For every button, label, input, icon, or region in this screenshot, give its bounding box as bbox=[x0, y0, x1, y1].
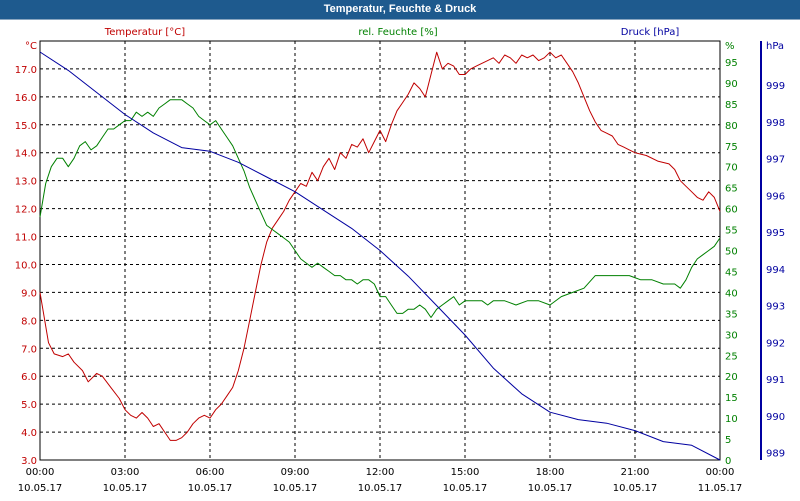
temperature-tick-label: 12.0 bbox=[15, 205, 37, 216]
temperature-tick-label: 7.0 bbox=[21, 344, 37, 355]
temperature-series-line bbox=[39, 51, 721, 441]
humidity-tick-label: 5 bbox=[725, 435, 731, 446]
humidity-tick-label: 75 bbox=[725, 142, 738, 153]
temperature-tick-label: 14.0 bbox=[15, 149, 37, 160]
x-tick-time: 18:00 bbox=[536, 467, 565, 478]
humidity-tick-label: 50 bbox=[725, 247, 738, 258]
x-tick-date: 11.05.17 bbox=[698, 483, 743, 494]
humidity-tick-label: 70 bbox=[725, 163, 738, 174]
temperature-tick-label: 10.0 bbox=[15, 260, 37, 271]
x-tick-time: 12:00 bbox=[366, 467, 395, 478]
temperature-tick-label: 17.0 bbox=[15, 65, 37, 76]
chart-svg: 00:00 10.05.17 03:00 10.05.17 06:00 10.05.17 0… bbox=[15, 27, 785, 494]
x-tick-date: 10.05.17 bbox=[358, 483, 403, 494]
pressure-tick-label: 996 bbox=[766, 191, 785, 202]
tick-labels: 00:00 10.05.17 03:00 10.05.17 06:00 10.05.17 0… bbox=[15, 58, 785, 494]
humidity-tick-label: 85 bbox=[725, 100, 738, 111]
humidity-tick-label: 35 bbox=[725, 309, 738, 320]
humidity-unit-label: % bbox=[725, 41, 735, 52]
pressure-tick-label: 992 bbox=[766, 338, 785, 349]
humidity-tick-label: 80 bbox=[725, 121, 738, 132]
axis-labels: Temperatur [°C] rel. Feuchte [%] Druck [hP… bbox=[25, 27, 784, 52]
pressure-tick-label: 999 bbox=[766, 81, 785, 92]
plot-frame bbox=[39, 40, 721, 461]
temperature-tick-label: 16.0 bbox=[15, 93, 37, 104]
pressure-tick-label: 989 bbox=[766, 449, 785, 460]
temperature-tick-label: 8.0 bbox=[21, 316, 37, 327]
x-tick-date: 10.05.17 bbox=[188, 483, 233, 494]
grid bbox=[40, 41, 762, 460]
x-tick-date: 10.05.17 bbox=[273, 483, 318, 494]
humidity-tick-label: 20 bbox=[725, 372, 738, 383]
x-tick-time: 06:00 bbox=[196, 467, 225, 478]
series-lines bbox=[39, 51, 721, 461]
temperature-unit-label: °C bbox=[25, 41, 37, 52]
temperature-tick-label: 13.0 bbox=[15, 177, 37, 188]
humidity-tick-label: 30 bbox=[725, 330, 738, 341]
humidity-tick-label: 15 bbox=[725, 393, 738, 404]
humidity-tick-label: 10 bbox=[725, 414, 738, 425]
chart-area: 00:00 10.05.17 03:00 10.05.17 06:00 10.05.17 0… bbox=[0, 19, 800, 500]
humidity-tick-label: 0 bbox=[725, 456, 731, 467]
chart-title: Temperatur, Feuchte & Druck bbox=[0, 0, 800, 19]
humidity-tick-label: 55 bbox=[725, 226, 738, 237]
humidity-tick-label: 60 bbox=[725, 205, 738, 216]
humidity-tick-label: 45 bbox=[725, 267, 738, 278]
temperature-tick-label: 5.0 bbox=[21, 400, 37, 411]
temperature-tick-label: 6.0 bbox=[21, 372, 37, 383]
temperature-tick-label: 3.0 bbox=[21, 456, 37, 467]
pressure-tick-label: 994 bbox=[766, 265, 785, 276]
humidity-tick-label: 65 bbox=[725, 184, 738, 195]
x-tick-time: 15:00 bbox=[451, 467, 480, 478]
pressure-series-label: Druck [hPa] bbox=[621, 27, 680, 38]
x-tick-date: 10.05.17 bbox=[613, 483, 658, 494]
humidity-tick-label: 90 bbox=[725, 79, 738, 90]
pressure-series-line bbox=[39, 51, 721, 461]
pressure-unit-label: hPa bbox=[766, 41, 784, 52]
pressure-tick-label: 991 bbox=[766, 375, 785, 386]
x-tick-time: 00:00 bbox=[26, 467, 55, 478]
x-tick-time: 09:00 bbox=[281, 467, 310, 478]
x-tick-date: 10.05.17 bbox=[528, 483, 573, 494]
temperature-series-label: Temperatur [°C] bbox=[104, 27, 185, 38]
humidity-series-line bbox=[39, 99, 721, 318]
pressure-tick-label: 995 bbox=[766, 228, 785, 239]
humidity-tick-label: 40 bbox=[725, 288, 738, 299]
humidity-series-label: rel. Feuchte [%] bbox=[358, 27, 437, 38]
temperature-tick-label: 4.0 bbox=[21, 428, 37, 439]
pressure-tick-label: 990 bbox=[766, 412, 785, 423]
temperature-tick-label: 15.0 bbox=[15, 121, 37, 132]
humidity-tick-label: 25 bbox=[725, 351, 738, 362]
pressure-tick-label: 997 bbox=[766, 155, 785, 166]
temperature-tick-label: 9.0 bbox=[21, 288, 37, 299]
pressure-tick-label: 998 bbox=[766, 118, 785, 129]
x-tick-time: 03:00 bbox=[111, 467, 140, 478]
pressure-tick-label: 993 bbox=[766, 302, 785, 313]
x-tick-time: 21:00 bbox=[621, 467, 650, 478]
x-tick-time: 00:00 bbox=[706, 467, 735, 478]
x-tick-date: 10.05.17 bbox=[443, 483, 488, 494]
temperature-tick-label: 11.0 bbox=[15, 233, 37, 244]
x-tick-date: 10.05.17 bbox=[103, 483, 148, 494]
x-tick-date: 10.05.17 bbox=[18, 483, 63, 494]
humidity-tick-label: 95 bbox=[725, 58, 738, 69]
